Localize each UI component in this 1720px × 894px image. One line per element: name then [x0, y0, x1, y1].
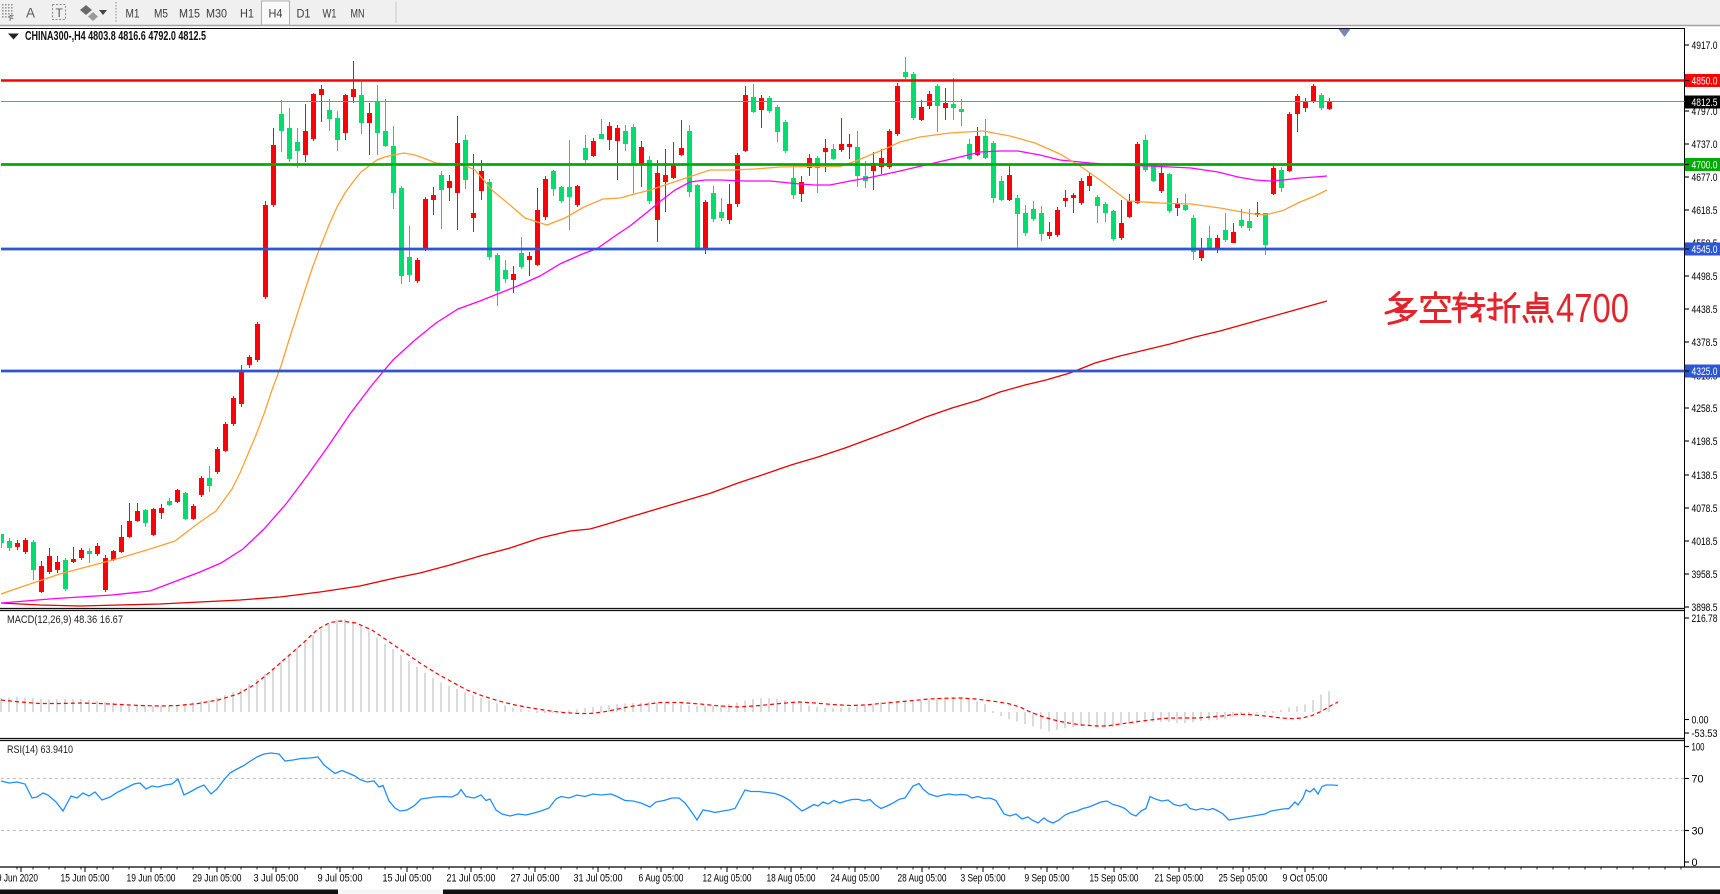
svg-text:4018.5: 4018.5: [1692, 536, 1718, 548]
svg-text:15 Jul 05:00: 15 Jul 05:00: [383, 873, 432, 885]
svg-text:D1: D1: [297, 7, 311, 21]
svg-text:4325.0: 4325.0: [1692, 366, 1718, 378]
svg-text:0: 0: [1692, 857, 1698, 869]
svg-text:3 Sep 05:00: 3 Sep 05:00: [961, 873, 1006, 885]
svg-text:M15: M15: [179, 7, 200, 21]
svg-text:9 Oct 05:00: 9 Oct 05:00: [1283, 873, 1328, 885]
svg-text:F: F: [9, 14, 14, 23]
svg-text:4258.5: 4258.5: [1692, 403, 1718, 415]
svg-text:15 Sep 05:00: 15 Sep 05:00: [1090, 873, 1139, 885]
svg-text:21 Jul 05:00: 21 Jul 05:00: [447, 873, 496, 885]
svg-text:4917.0: 4917.0: [1692, 40, 1718, 52]
svg-text:4700.0: 4700.0: [1692, 159, 1718, 171]
svg-text:30: 30: [1692, 825, 1704, 837]
svg-text:RSI(14) 63.9410: RSI(14) 63.9410: [7, 744, 73, 756]
svg-text:CHINA300-,H4 4803.8 4816.6 47: CHINA300-,H4 4803.8 4816.6 4792.0 4812.5: [25, 29, 206, 43]
svg-text:M30: M30: [206, 7, 227, 21]
svg-text:A: A: [26, 6, 35, 21]
svg-text:4737.0: 4737.0: [1692, 139, 1718, 151]
svg-text:28 Aug 05:00: 28 Aug 05:00: [898, 873, 947, 885]
svg-text:12 Aug 05:00: 12 Aug 05:00: [703, 873, 752, 885]
svg-text:4078.5: 4078.5: [1692, 503, 1718, 515]
svg-text:4498.5: 4498.5: [1692, 271, 1718, 283]
svg-text:4700: 4700: [1556, 285, 1629, 331]
svg-text:4812.5: 4812.5: [1692, 97, 1718, 109]
svg-text:15 Jun 05:00: 15 Jun 05:00: [61, 873, 110, 885]
svg-text:4438.5: 4438.5: [1692, 304, 1718, 316]
svg-text:4138.5: 4138.5: [1692, 470, 1718, 482]
svg-text:4677.0: 4677.0: [1692, 172, 1718, 184]
svg-text:29 Jun 05:00: 29 Jun 05:00: [193, 873, 242, 885]
svg-text:T: T: [56, 6, 64, 20]
svg-text:24 Aug 05:00: 24 Aug 05:00: [831, 873, 880, 885]
svg-text:H1: H1: [240, 7, 254, 21]
svg-text:4797.0: 4797.0: [1692, 106, 1718, 118]
svg-text:21 Sep 05:00: 21 Sep 05:00: [1155, 873, 1204, 885]
svg-text:9 Sep 05:00: 9 Sep 05:00: [1025, 873, 1070, 885]
svg-text:H4: H4: [269, 7, 283, 21]
svg-text:4545.0: 4545.0: [1692, 244, 1718, 256]
svg-text:100: 100: [1692, 741, 1705, 753]
svg-text:4618.5: 4618.5: [1692, 205, 1718, 217]
svg-text:W1: W1: [323, 7, 337, 21]
svg-text:216.78: 216.78: [1692, 613, 1718, 625]
svg-text:4850.0: 4850.0: [1692, 75, 1718, 87]
svg-text:9 Jun 2020: 9 Jun 2020: [0, 873, 38, 885]
svg-text:18 Aug 05:00: 18 Aug 05:00: [767, 873, 816, 885]
svg-text:MACD(12,26,9) 48.36 16.67: MACD(12,26,9) 48.36 16.67: [7, 614, 123, 626]
svg-text:4198.5: 4198.5: [1692, 436, 1718, 448]
svg-text:27 Jul 05:00: 27 Jul 05:00: [511, 873, 560, 885]
svg-text:0.00: 0.00: [1692, 714, 1709, 726]
svg-text:-53.53: -53.53: [1692, 728, 1718, 740]
svg-text:4378.5: 4378.5: [1692, 337, 1718, 349]
svg-text:MN: MN: [351, 7, 365, 21]
svg-text:M5: M5: [154, 7, 168, 21]
svg-text:3898.5: 3898.5: [1692, 602, 1718, 614]
svg-text:6 Aug 05:00: 6 Aug 05:00: [639, 873, 684, 885]
svg-text:31 Jul 05:00: 31 Jul 05:00: [574, 873, 623, 885]
svg-text:25 Sep 05:00: 25 Sep 05:00: [1219, 873, 1268, 885]
svg-text:19 Jun 05:00: 19 Jun 05:00: [127, 873, 176, 885]
svg-text:70: 70: [1692, 773, 1704, 785]
svg-text:3958.5: 3958.5: [1692, 569, 1718, 581]
svg-text:3 Jul 05:00: 3 Jul 05:00: [254, 873, 299, 885]
svg-text:M1: M1: [126, 7, 140, 21]
svg-text:9 Jul 05:00: 9 Jul 05:00: [318, 873, 363, 885]
